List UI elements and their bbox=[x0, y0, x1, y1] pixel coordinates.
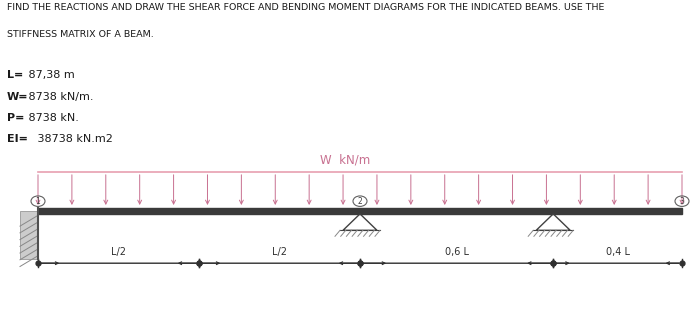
Text: L/2: L/2 bbox=[272, 247, 287, 257]
Text: 1: 1 bbox=[36, 197, 41, 206]
Text: 2: 2 bbox=[358, 197, 363, 206]
Text: W  kN/m: W kN/m bbox=[320, 154, 370, 167]
Text: EI=: EI= bbox=[7, 134, 28, 144]
Text: 8738 kN/m.: 8738 kN/m. bbox=[25, 92, 94, 102]
Bar bbox=[38, 208, 682, 214]
Text: STIFFNESS MATRIX OF A BEAM.: STIFFNESS MATRIX OF A BEAM. bbox=[7, 30, 154, 39]
Text: L/2: L/2 bbox=[111, 247, 126, 257]
Text: 0,4 L: 0,4 L bbox=[606, 247, 629, 257]
Text: 8738 kN.: 8738 kN. bbox=[25, 113, 79, 123]
Text: 3: 3 bbox=[680, 197, 685, 206]
Text: FIND THE REACTIONS AND DRAW THE SHEAR FORCE AND BENDING MOMENT DIAGRAMS FOR THE : FIND THE REACTIONS AND DRAW THE SHEAR FO… bbox=[7, 3, 604, 12]
Bar bbox=[20, 211, 38, 259]
Text: P=: P= bbox=[7, 113, 24, 123]
Text: L=: L= bbox=[7, 70, 23, 80]
Text: 38738 kN.m2: 38738 kN.m2 bbox=[34, 134, 113, 144]
Text: 0,6 L: 0,6 L bbox=[444, 247, 468, 257]
Text: 87,38 m: 87,38 m bbox=[25, 70, 75, 80]
Text: W=: W= bbox=[7, 92, 29, 102]
